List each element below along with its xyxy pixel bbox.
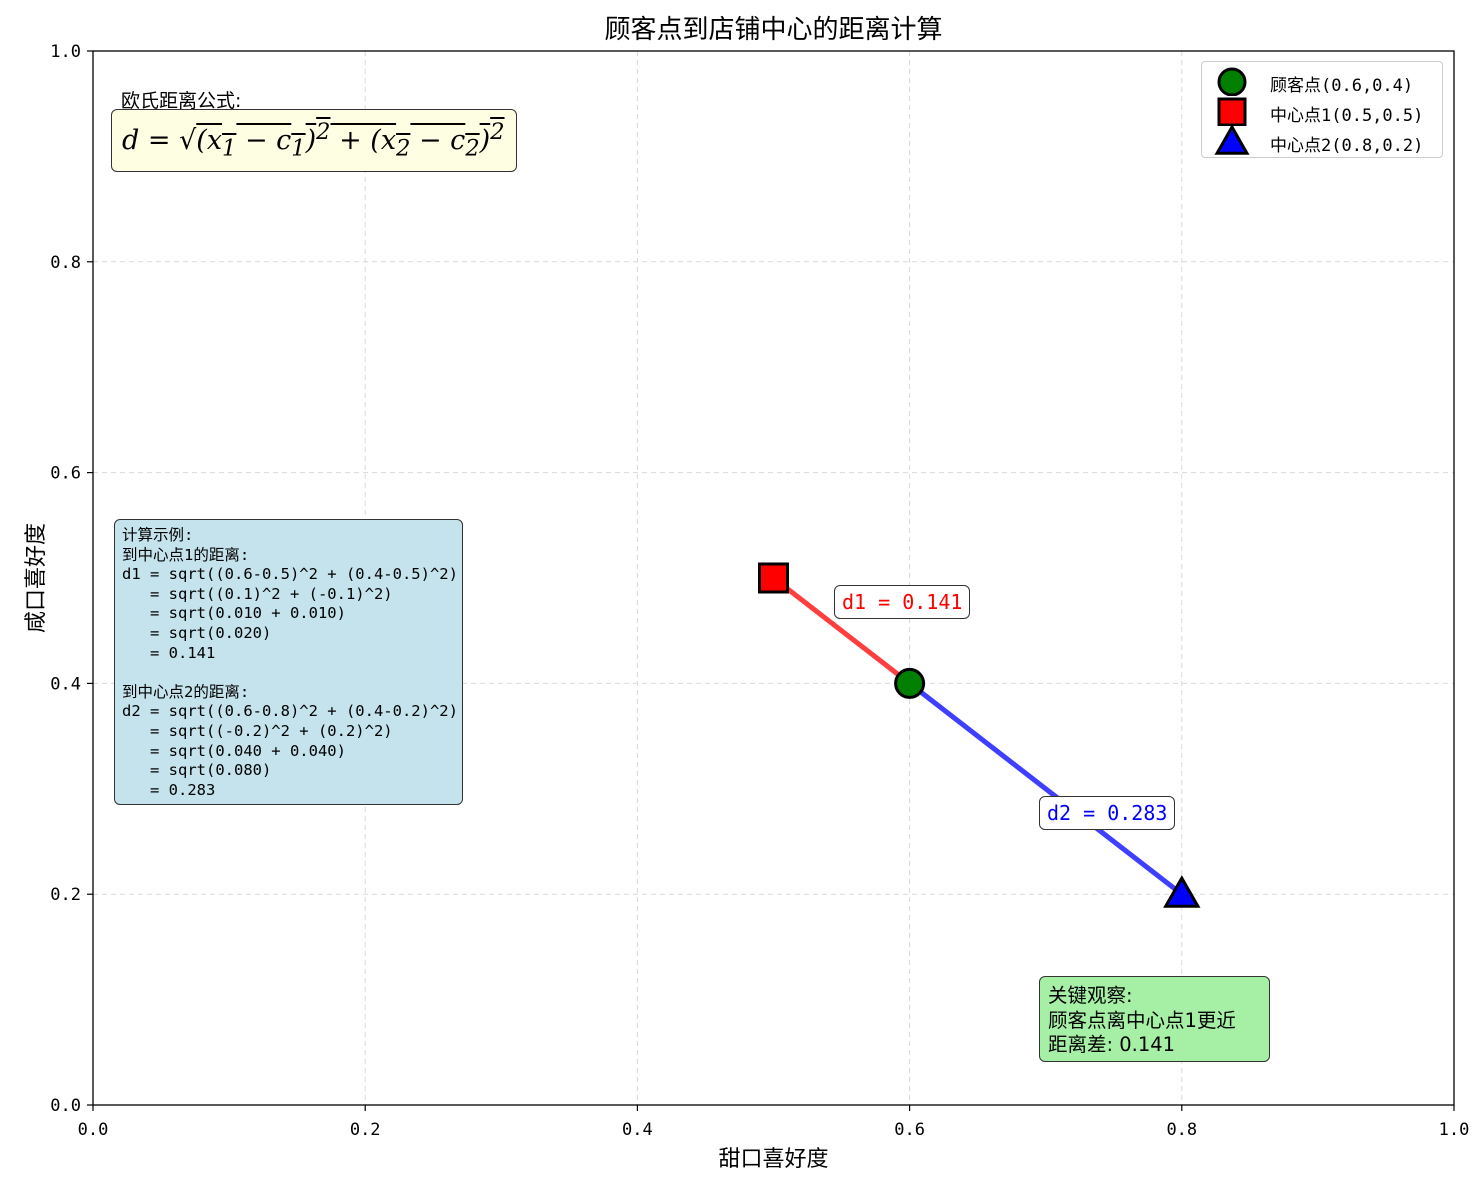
chart-title: 顾客点到店铺中心的距离计算 [604,15,942,45]
key-observation-box: 关键观察: 顾客点离中心点1更近 距离差: 0.141 [1039,976,1270,1062]
observation-line: 顾客点离中心点1更近 [1048,1008,1236,1032]
calculation-line: = sqrt(0.020) [122,623,272,642]
legend-marker-icon [1217,67,1247,96]
legend-label: 中心点2(0.8,0.2) [1270,136,1424,156]
segments [771,575,1185,897]
center1-marker [1217,97,1247,126]
calculation-line: 计算示例: [122,526,194,544]
axes-frame [92,50,1455,1106]
center2-marker [1163,875,1201,908]
calculation-line: 到中心点2的距离: [122,682,250,701]
x-tick-label: 0.2 [350,1120,381,1140]
markers [758,562,1201,908]
y-axis-label: 咸口喜好度 [24,523,49,633]
calculation-line: 到中心点1的距离: [122,545,250,564]
observation-line: 关键观察: [1048,984,1133,1007]
calculation-line: = sqrt(0.010 + 0.010) [122,604,346,623]
distance-segment-1 [771,575,913,686]
calculation-line: d2 = sqrt((0.6-0.8)^2 + (0.4-0.2)^2) [122,702,458,721]
y-tick-label: 0.2 [50,885,81,905]
legend-label: 顾客点(0.6,0.4) [1270,76,1414,96]
euclidean-formula: d = √(x1 − c1)2 + (x2 − c2)2 [122,119,505,162]
y-tick-label: 0.6 [50,464,81,484]
d2-label: d2 = 0.283 [1039,796,1176,830]
legend-item: 中心点2(0.8,0.2) [1202,126,1442,156]
grid [93,51,1454,1105]
x-axis-label: 甜口喜好度 [718,1147,828,1172]
y-tick-label: 0.4 [50,674,81,694]
x-tick-label: 0.8 [1166,1120,1197,1140]
calculation-line: = sqrt((0.1)^2 + (-0.1)^2) [122,584,393,603]
calculation-line: = sqrt((-0.2)^2 + (0.2)^2) [122,721,393,740]
center1-marker [758,562,789,594]
legend-item: 中心点1(0.5,0.5) [1202,96,1442,126]
calculation-line: = 0.141 [122,643,216,662]
legend-marker-icon [1214,126,1250,155]
x-tick-label: 0.0 [78,1120,109,1140]
customer-point-marker [894,667,926,699]
formula-box: d = √(x1 − c1)2 + (x2 − c2)2 [111,109,517,172]
customer-point-marker [1217,67,1247,96]
distance-segment-2 [907,680,1185,897]
calculation-example-box: 计算示例: 到中心点1的距离: d1 = sqrt((0.6-0.5)^2 + (0… [114,519,463,805]
x-tick-label: 1.0 [1439,1120,1470,1140]
x-tick-label: 0.4 [622,1120,653,1140]
calculation-line: = sqrt(0.040 + 0.040) [122,741,346,760]
x-tick-label: 0.6 [894,1120,925,1140]
calculation-line: d1 = sqrt((0.6-0.5)^2 + (0.4-0.5)^2) [122,565,458,584]
d1-label: d1 = 0.141 [834,585,971,619]
y-tick-label: 0.0 [50,1096,81,1116]
legend-item: 顾客点(0.6,0.4) [1202,66,1442,96]
legend: 顾客点(0.6,0.4) 中心点1(0.5,0.5) 中心点2(0.8,0.2) [1201,61,1443,158]
legend-label: 中心点1(0.5,0.5) [1270,106,1424,126]
legend-marker-icon [1217,97,1247,126]
ticks: 0.0 0.2 0.4 0.6 0.8 1.0 0.0 0.2 0.4 0.6 0.8 1.0 [50,42,1469,1140]
y-tick-label: 1.0 [50,42,81,62]
center2-marker [1214,126,1250,155]
observation-line: 距离差: 0.141 [1048,1033,1176,1056]
calculation-line: = sqrt(0.080) [122,761,272,780]
formula-title: 欧氏距离公式: [121,90,242,112]
y-tick-label: 0.8 [50,253,81,273]
calculation-line: = 0.283 [122,780,216,799]
calculation-line [122,663,462,683]
